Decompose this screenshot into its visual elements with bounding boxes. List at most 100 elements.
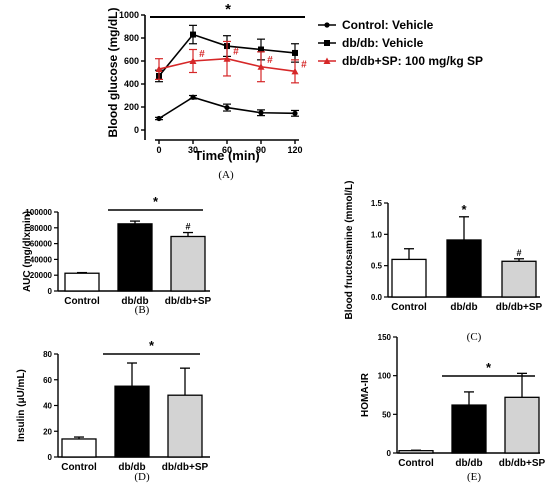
- data-point: [190, 94, 196, 100]
- y-tick-label: 80: [43, 350, 52, 359]
- y-tick-label: 0: [387, 449, 392, 458]
- y-axis-label: HOMA-IR: [360, 372, 371, 417]
- significance-star: *: [225, 1, 231, 18]
- y-tick-label: 0.0: [371, 293, 383, 302]
- y-tick-label: 100: [378, 372, 392, 381]
- y-axis-label: Insulin (μU/mL): [16, 369, 27, 442]
- y-tick-label: 40: [43, 402, 52, 411]
- significance-hash: #: [301, 59, 307, 70]
- bar: [117, 223, 153, 292]
- x-category-label: db/db+SP: [165, 296, 212, 307]
- y-axis-label: AUC (mg/dlxmin): [22, 211, 33, 292]
- significance-marker: #: [516, 248, 521, 258]
- x-tick-label: 30: [188, 145, 198, 155]
- legend-marker: [324, 40, 330, 46]
- panel-d-bar-chart: 0 20 40 60 80 Control db/db db/db+SP Insulin (μU…: [16, 338, 210, 483]
- x-category-label: Control: [61, 462, 97, 473]
- data-point: [156, 115, 162, 122]
- y-tick-label: 80000: [30, 224, 53, 233]
- y-axis-label: Blood glucose (mg/dL): [106, 8, 120, 138]
- data-point: [292, 49, 298, 56]
- y-tick-label: 20: [43, 427, 52, 436]
- bar: [391, 258, 427, 298]
- significance-marker: #: [185, 222, 190, 232]
- bar: [64, 272, 100, 292]
- data-point: [189, 57, 197, 64]
- x-category-label: db/db+SP: [162, 462, 209, 473]
- bar: [167, 394, 203, 458]
- data-point: [258, 46, 264, 53]
- x-tick-label: 60: [222, 145, 232, 155]
- y-tick-label: 0: [48, 453, 53, 462]
- data-point: [258, 110, 264, 116]
- data-point: [155, 65, 163, 73]
- panel-label: (E): [467, 471, 481, 483]
- x-tick-label: 120: [287, 145, 302, 155]
- y-tick-label: 1000: [119, 10, 139, 20]
- y-axis-label: Blood fructosamine (mmol/L): [344, 181, 355, 320]
- y-tick-label: 0.5: [371, 262, 383, 271]
- x-tick-label: 90: [256, 145, 266, 155]
- bar: [170, 235, 206, 292]
- bar: [504, 396, 540, 454]
- x-category-label: Control: [391, 302, 427, 313]
- data-point: [223, 55, 231, 62]
- y-tick-label: 0: [134, 125, 139, 135]
- panel-label: (C): [467, 331, 482, 343]
- x-category-label: Control: [398, 458, 434, 469]
- panel-label: (A): [218, 169, 234, 181]
- data-point: [190, 31, 196, 38]
- legend-marker: [324, 22, 330, 28]
- x-category-label: Control: [64, 296, 100, 307]
- legend: Control: Vehicle db/db: Vehicle db/db+SP: …: [318, 18, 483, 68]
- bar: [61, 438, 97, 458]
- y-tick-label: 60000: [30, 240, 53, 249]
- y-tick-label: 20000: [30, 271, 53, 280]
- panel-b-bar-chart: 0 20000 40000 60000 80000 100000 Control db/db d…: [22, 194, 212, 316]
- y-tick-label: 50: [382, 410, 391, 419]
- series-2: [155, 40, 299, 84]
- significance-star: *: [149, 338, 155, 353]
- y-tick-label: 200: [124, 102, 139, 112]
- x-axis-label: Time (min): [194, 148, 260, 163]
- y-tick-label: 60: [43, 376, 52, 385]
- bar: [398, 450, 434, 454]
- x-category-label: db/db+SP: [499, 458, 546, 469]
- data-point: [291, 67, 299, 75]
- significance-hash: #: [267, 55, 273, 66]
- panel-label: (D): [134, 471, 150, 483]
- y-tick-label: 1.0: [371, 230, 383, 239]
- x-category-label: db/db+SP: [496, 302, 543, 313]
- series-0: [155, 94, 299, 122]
- y-tick-label: 1.5: [371, 199, 383, 208]
- x-category-label: db/db: [121, 296, 148, 307]
- y-tick-label: 600: [124, 56, 139, 66]
- panel-label: (B): [135, 304, 150, 316]
- legend-entry: Control: Vehicle: [342, 18, 434, 32]
- bar: [451, 404, 487, 454]
- data-point: [257, 63, 265, 70]
- legend-entry: db/db: Vehicle: [342, 36, 424, 50]
- bar: [114, 385, 150, 458]
- x-category-label: db/db: [118, 462, 145, 473]
- significance-marker: *: [461, 202, 467, 217]
- data-point: [292, 110, 298, 116]
- x-category-label: db/db: [455, 458, 482, 469]
- panel-c-bar-chart: 0.0 0.5 1.0 1.5 Control db/db db/db+SP Blood fr…: [344, 181, 543, 343]
- y-tick-label: 100000: [25, 208, 52, 217]
- x-category-label: db/db: [450, 302, 477, 313]
- y-tick-label: 0: [48, 287, 53, 296]
- y-tick-label: 800: [124, 33, 139, 43]
- significance-hash: #: [199, 49, 205, 60]
- y-tick-label: 150: [378, 333, 392, 342]
- legend-marker: [323, 57, 331, 64]
- panel-e-bar-chart: 0 50 100 150 Control db/db db/db+SP HOMA-IR * (E): [360, 333, 546, 483]
- y-tick-label: 400: [124, 79, 139, 89]
- x-tick-label: 0: [156, 145, 161, 155]
- significance-star: *: [486, 360, 492, 375]
- significance-star: *: [153, 194, 159, 209]
- legend-entry: db/db+SP: 100 mg/kg SP: [342, 54, 483, 68]
- panel-a-line-chart: 0 200 400 600 800 1000 0 30 60 90 120 Time (min) Blo…: [106, 1, 483, 181]
- significance-hash: #: [233, 47, 239, 58]
